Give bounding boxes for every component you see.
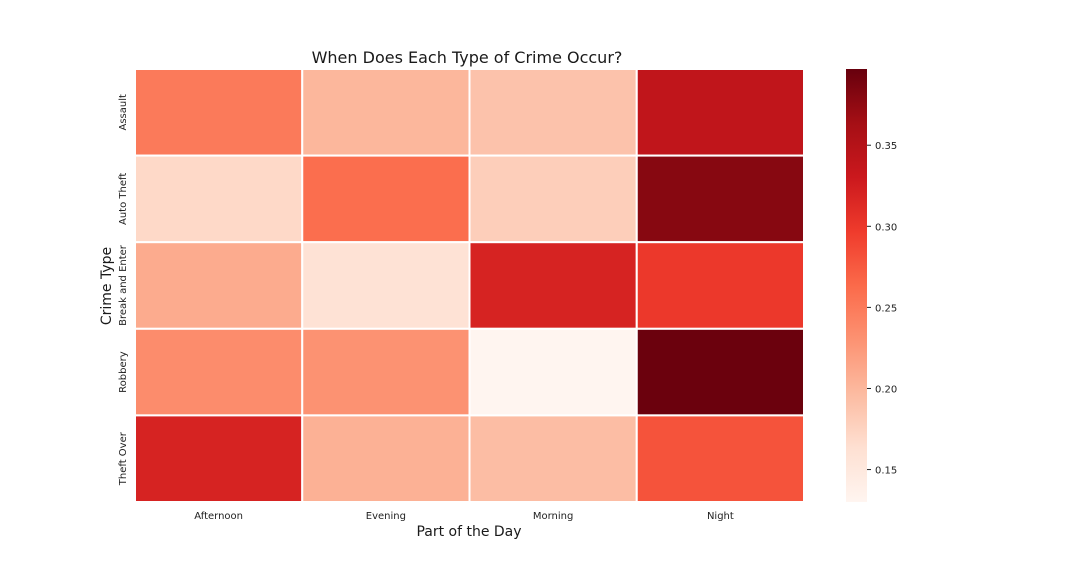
- colorbar-tick-label: 0.20: [875, 384, 897, 395]
- heatmap-cell: [301, 414, 471, 503]
- colorbar: [846, 69, 867, 502]
- heatmap-cell: [301, 241, 471, 330]
- x-tick-label: Evening: [366, 511, 406, 522]
- chart-title: When Does Each Type of Crime Occur?: [312, 48, 623, 67]
- heatmap-cell: [468, 154, 638, 244]
- heatmap-cell: [635, 414, 805, 503]
- heatmap-cells: [134, 68, 805, 503]
- colorbar-tick-label: 0.30: [875, 222, 897, 233]
- colorbar-ticks: 0.15 0.20 0.25 0.30 0.35: [867, 141, 897, 477]
- y-tick-label: Assault: [118, 94, 129, 131]
- x-axis-label: Part of the Day: [416, 524, 521, 540]
- heatmap-cell: [635, 327, 805, 417]
- heatmap-cell: [134, 327, 304, 417]
- heatmap-cell: [134, 154, 304, 244]
- y-tick-label: Robbery: [118, 351, 129, 393]
- heatmap-cell: [468, 241, 638, 330]
- heatmap-cell: [635, 241, 805, 330]
- heatmap-cell: [468, 414, 638, 503]
- heatmap-cell: [134, 241, 304, 330]
- colorbar-tick-label: 0.35: [875, 141, 897, 152]
- heatmap-cell: [468, 68, 638, 157]
- x-tick-label: Afternoon: [194, 511, 243, 522]
- heatmap-cell: [301, 154, 471, 244]
- y-tick-label: Break and Enter: [118, 244, 129, 326]
- x-tick-label: Morning: [533, 511, 573, 522]
- y-tick-labels: Assault Auto Theft Break and Enter Robbery T…: [118, 94, 129, 486]
- x-tick-label: Night: [707, 511, 734, 522]
- y-tick-label: Theft Over: [118, 431, 129, 486]
- x-tick-labels: Afternoon Evening Morning Night: [194, 511, 734, 522]
- heatmap-cell: [301, 68, 471, 157]
- heatmap-cell: [635, 68, 805, 157]
- heatmap-cell: [301, 327, 471, 417]
- colorbar-tick-label: 0.25: [875, 303, 897, 314]
- heatmap-cell: [134, 414, 304, 503]
- heatmap-cell: [468, 327, 638, 417]
- heatmap-cell: [134, 68, 304, 157]
- y-axis-label: Crime Type: [99, 247, 115, 325]
- colorbar-tick-label: 0.15: [875, 466, 897, 477]
- y-tick-label: Auto Theft: [118, 173, 129, 225]
- heatmap-cell: [635, 154, 805, 244]
